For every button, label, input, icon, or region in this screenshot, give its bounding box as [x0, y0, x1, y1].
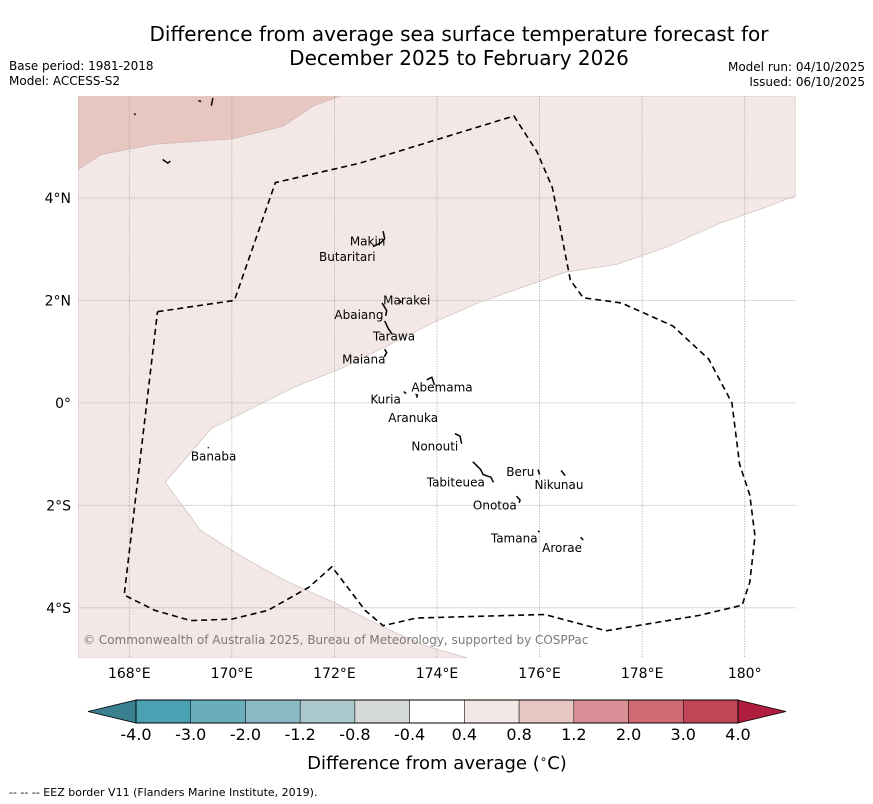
- colorbar-tick-label: -0.8: [339, 725, 370, 744]
- colorbar-tick-label: -0.4: [394, 725, 425, 744]
- island-label: Butaritari: [319, 250, 376, 264]
- lon-tick-label: 168°E: [108, 666, 151, 682]
- eez-legend-note: -- -- -- EEZ border V11 (Flanders Marine…: [9, 786, 318, 799]
- lat-tick-label: 2°S: [46, 498, 71, 514]
- colorbar-bin: [299, 699, 356, 724]
- lon-tick-label: 176°E: [518, 666, 561, 682]
- island-label: Beru: [506, 465, 534, 479]
- island-label: Arorae: [542, 541, 582, 555]
- colorbar-tick-label: 2.0: [616, 725, 641, 744]
- map-title: Difference from average sea surface temp…: [0, 22, 873, 70]
- island-label: Banaba: [191, 450, 237, 464]
- colorbar-title: Difference from average (∘C): [307, 752, 567, 774]
- colorbar-bin: [190, 699, 246, 724]
- model-name: Model: ACCESS-S2: [9, 74, 121, 88]
- gridlines: [78, 96, 796, 658]
- island-label: Nikunau: [534, 478, 583, 492]
- island-shape: [454, 432, 463, 445]
- island-label: Aranuka: [388, 411, 438, 425]
- model-run: Model run: 04/10/2025: [727, 60, 865, 74]
- island-label: Tabiteuea: [426, 475, 485, 489]
- colorbar-bin: [464, 699, 520, 724]
- colorbar-outline: [135, 699, 739, 724]
- anomaly-region-0.8-1.2: [78, 96, 342, 171]
- colorbar-tick-label: 3.0: [671, 725, 696, 744]
- colorbar-tick-label: 4.0: [725, 725, 750, 744]
- colorbar-tick-label: -1.2: [285, 725, 316, 744]
- copyright-notice: © Commonwealth of Australia 2025, Bureau…: [83, 633, 588, 647]
- island-shape: [580, 536, 584, 541]
- island-shape: [515, 495, 521, 504]
- lon-tick-label: 172°E: [313, 666, 356, 682]
- colorbar-tick-label: 1.2: [561, 725, 586, 744]
- colorbar: -4.0 -3.0 -2.0 -1.2 -0.8 -0.4 0.4 0.8 1.2 2.0 3.0 4…: [87, 699, 787, 774]
- title-line-1: Difference from average sea surface temp…: [149, 22, 769, 46]
- island-shape: [372, 238, 386, 248]
- lon-tick-label: 174°E: [416, 666, 459, 682]
- anomaly-regions: [78, 96, 796, 658]
- lat-tick-label: 2°N: [45, 293, 71, 309]
- island-shape: [383, 348, 388, 358]
- colorbar-tick-label: -3.0: [175, 725, 206, 744]
- island-shape: [403, 391, 407, 395]
- colorbar-bin: [135, 699, 191, 724]
- islet-shape: [198, 99, 202, 103]
- colorbar-under-arrow: [87, 699, 137, 724]
- island-shape: [207, 446, 210, 449]
- island-shape: [537, 530, 541, 533]
- island-shape: [472, 461, 495, 483]
- island-label: Nonouti: [411, 439, 458, 453]
- colorbar-bin: [683, 699, 739, 724]
- colorbar-tick-label: -2.0: [230, 725, 261, 744]
- colorbar-tick-label: -4.0: [120, 725, 151, 744]
- eez-border-line: [123, 115, 756, 632]
- island-label: Abaiang: [334, 308, 383, 322]
- colorbar-bin: [245, 699, 301, 724]
- colorbar-over-arrow: [737, 699, 787, 724]
- islet-shape: [162, 158, 171, 165]
- lat-tick-label: 0°: [55, 396, 71, 412]
- eez-border: [123, 115, 756, 632]
- island-shape: [381, 302, 388, 316]
- axis-tick-labels: 168°E 170°E 172°E 174°E 176°E 178°E 180° 4°N 2°N…: [45, 191, 762, 682]
- colorbar-tick-label: 0.8: [506, 725, 531, 744]
- island-label: Tamana: [490, 532, 538, 546]
- island-shape: [382, 231, 386, 240]
- island-label: Makin: [350, 234, 386, 248]
- islet-shape: [210, 97, 214, 106]
- colorbar-bin: [573, 699, 629, 724]
- island-label: Onotoa: [473, 498, 517, 512]
- island-shape: [415, 393, 419, 398]
- island-shape: [560, 470, 566, 477]
- colorbar-bin: [354, 699, 410, 724]
- lat-tick-label: 4°S: [46, 601, 71, 617]
- lon-tick-label: 178°E: [621, 666, 664, 682]
- base-period: Base period: 1981-2018: [9, 59, 154, 73]
- colorbar-bin: [518, 699, 575, 724]
- colorbar-bin: [628, 699, 684, 724]
- title-line-2: December 2025 to February 2026: [289, 46, 629, 70]
- lon-tick-label: 180°: [728, 666, 762, 682]
- colorbar-bin: [409, 699, 465, 724]
- lat-tick-label: 4°N: [45, 191, 71, 207]
- island-shape: [384, 320, 393, 335]
- meta-right: Model run: 04/10/2025 Issued: 06/10/2025: [728, 60, 865, 90]
- island-label: Marakei: [383, 293, 430, 307]
- island-label: Kuria: [370, 392, 401, 406]
- lon-tick-label: 170°E: [211, 666, 254, 682]
- island-label: Tarawa: [372, 329, 415, 343]
- island-shape: [426, 376, 436, 386]
- islet-shape: [133, 113, 137, 116]
- issued-date: Issued: 06/10/2025: [749, 75, 865, 89]
- island-shape: [399, 300, 402, 304]
- meta-left: Base period: 1981-2018 Model: ACCESS-S2: [9, 59, 154, 89]
- island-shape: [537, 469, 541, 475]
- colorbar-tick-label: 0.4: [452, 725, 477, 744]
- island-label: Abemama: [411, 381, 472, 395]
- island-label: Maiana: [342, 352, 385, 366]
